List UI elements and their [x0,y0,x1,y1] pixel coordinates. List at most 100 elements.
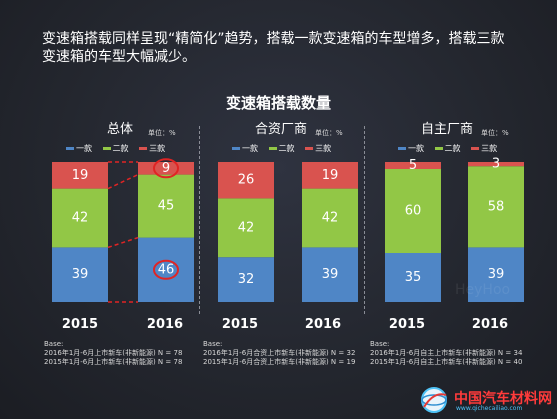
data-label: 26 [238,173,255,188]
legend-swatch-one [398,147,406,150]
legend-swatch-three [139,147,148,150]
x-tick-label: 2015 [221,317,259,332]
legend-item-one: 一款 [232,143,258,154]
data-label: 58 [488,199,505,214]
bar-segment-one [138,237,194,302]
data-label: 39 [488,267,505,282]
bar-segment-three [138,162,194,175]
bar-segment-two [52,188,108,248]
data-label: 35 [405,270,422,285]
bar-segment-one [385,253,441,302]
panel-title-overall: 总体 [106,122,133,137]
base-note-jv: Base: 2016年1月-6月合资上市新车(非新能源) N = 32 2015… [203,340,355,367]
connector-line [107,173,139,190]
legend-item-one: 一款 [398,143,424,154]
legend-label-three: 三款 [481,144,498,153]
panel-divider [364,126,365,314]
data-label: 42 [322,211,339,226]
data-label: 5 [409,158,417,173]
panel-title-domestic: 自主厂商 [420,122,473,137]
connector-line [107,236,139,249]
highlight-circle [153,259,179,280]
unit-label-overall: 单位：% [148,129,176,137]
legend-swatch-two [268,147,277,150]
legend-swatch-three [471,147,480,150]
legend-item-two: 二款 [268,143,295,154]
legend-label-two: 二款 [278,144,295,153]
bar-segment-two [385,169,441,253]
legend-item-three: 三款 [305,143,331,154]
legend-swatch-one [66,147,74,150]
bar-segment-one [52,247,108,302]
bar-segment-two [468,166,524,248]
base-line: 2015年1月-6月上市新车(非新能源) N = 78 [44,358,183,366]
data-label: 39 [322,267,339,282]
logo-text: 中国汽车材料网 [454,391,552,407]
x-tick-label: 2015 [61,317,99,332]
data-label: 19 [72,168,89,183]
legend-label-two: 二款 [444,144,461,153]
chart-title: 变速箱搭载数量 [225,94,331,112]
site-logo: 中国汽车材料网 www.qichecailiao.com [418,384,554,416]
data-label: 19 [322,168,339,183]
data-label: 3 [492,157,500,172]
legend-item-two: 二款 [102,143,129,154]
unit-label-jv: 单位：% [315,129,343,137]
legend-item-two: 二款 [434,143,461,154]
x-tick-label: 2016 [471,317,509,332]
data-label: 39 [72,267,89,282]
bar-segment-one [218,257,274,302]
data-label: 32 [238,272,255,287]
legend-label-one: 一款 [408,144,424,153]
legend-overall: 一款 二款 三款 [66,143,173,154]
x-tick-label: 2016 [146,317,184,332]
legend-swatch-two [434,147,443,150]
legend-swatch-one [232,147,240,150]
base-line: 2016年1月-6月上市新车(非新能源) N = 78 [44,349,183,357]
bar-segment-three [302,162,358,189]
panel-divider [199,126,200,314]
legend-jv: 一款 二款 三款 [232,143,339,154]
base-label: Base: [370,340,390,348]
base-line: 2015年1月-6月合资上市新车(非新能源) N = 19 [203,358,356,366]
x-tick-label: 2015 [388,317,426,332]
legend-label-two: 二款 [112,144,129,153]
logo-url: www.qichecailiao.com [456,405,523,412]
data-label: 42 [72,211,89,226]
legend-label-one: 一款 [76,144,92,153]
bar-segment-one [468,247,524,302]
bar-segment-three [385,162,441,169]
watermark: HeyHoo [455,282,511,298]
unit-label-domestic: 单位：% [481,129,509,137]
highlight-circle [153,158,179,179]
legend-swatch-two [102,147,111,150]
bar-segment-two [138,174,194,238]
bar-segment-three [468,162,524,167]
data-label: 42 [238,220,255,235]
globe-icon [421,387,447,413]
x-tick-label: 2016 [304,317,342,332]
bar-segment-two [218,198,274,258]
legend-swatch-three [305,147,314,150]
legend-item-one: 一款 [66,143,92,154]
base-line: 2016年1月-6月合资上市新车(非新能源) N = 32 [203,349,356,357]
legend-item-three: 三款 [471,143,497,154]
legend-domestic: 一款 二款 三款 [398,143,505,154]
legend-item-three: 三款 [139,143,165,154]
data-label: 45 [158,199,175,214]
bar-segment-two [302,188,358,248]
legend-label-one: 一款 [242,144,258,153]
data-label: 46 [158,262,175,277]
base-label: Base: [44,340,64,348]
bar-segment-three [52,162,108,189]
data-label: 9 [162,161,170,176]
base-line: 2016年1月-6月自主上市新车(非新能源) N = 34 [370,349,523,357]
base-label: Base: [203,340,223,348]
data-label: 60 [405,204,422,219]
base-line: 2015年1月-6月自主上市新车(非新能源) N = 40 [370,358,523,366]
headline-text: 变速箱搭载同样呈现“精简化”趋势，搭载一款变速箱的车型增多，搭载三款变速箱的车型… [42,31,505,65]
bar-segment-one [302,247,358,302]
legend-label-three: 三款 [149,144,166,153]
legend-label-three: 三款 [315,144,332,153]
